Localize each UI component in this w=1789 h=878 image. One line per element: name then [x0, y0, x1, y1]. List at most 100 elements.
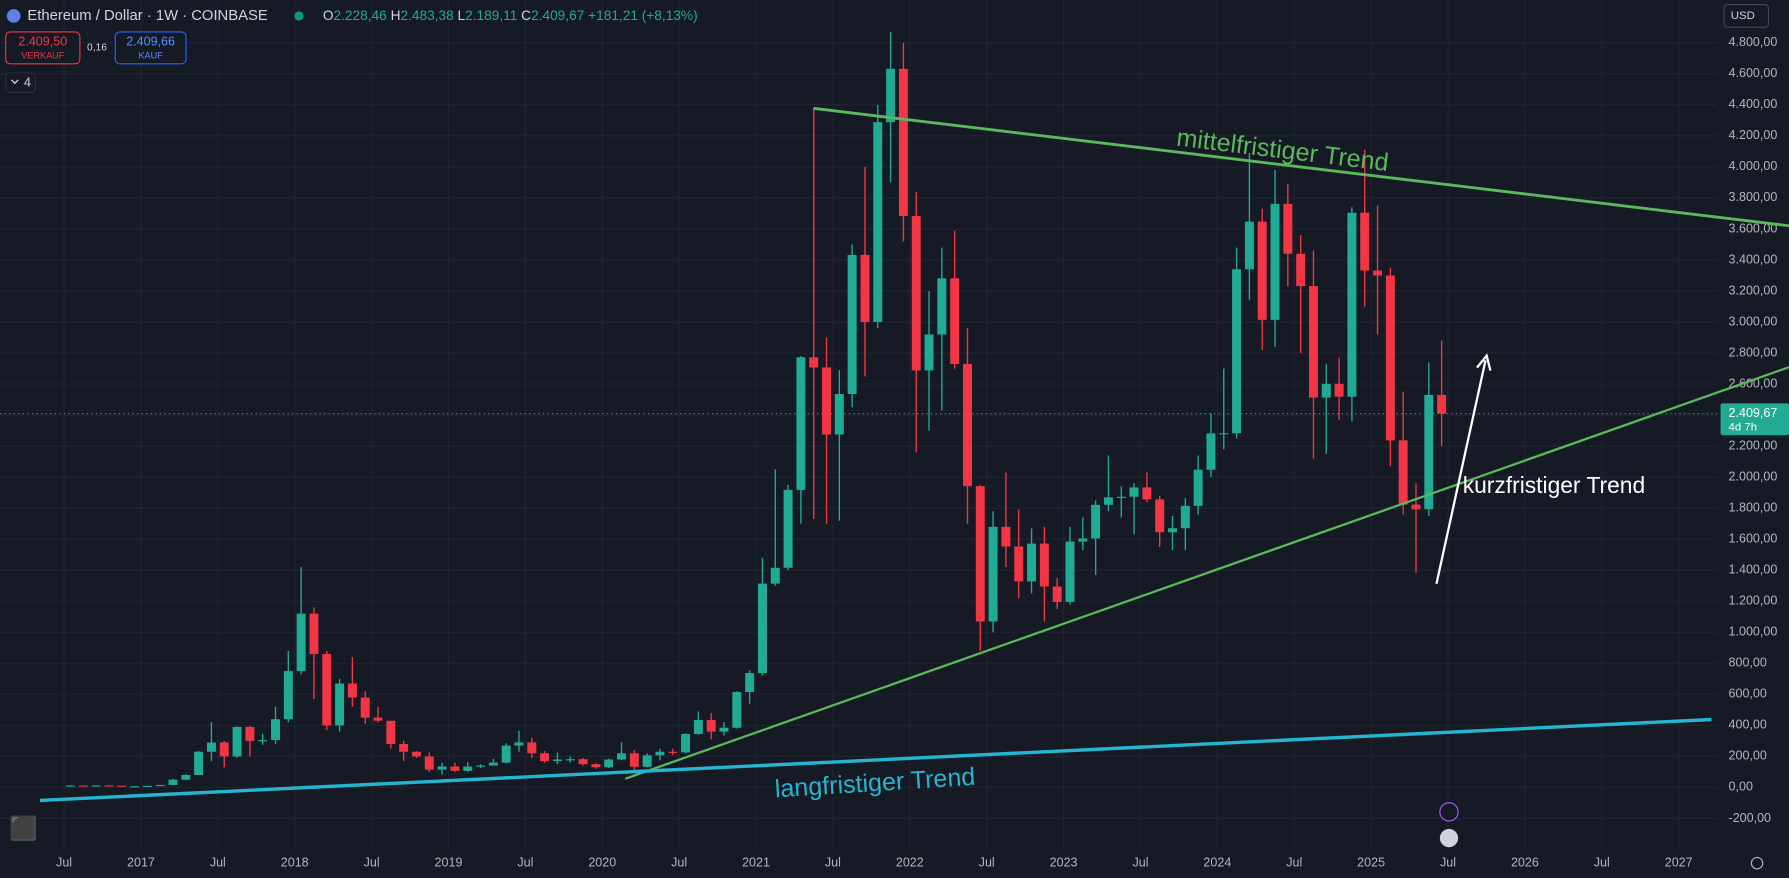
symbol-icon [6, 9, 21, 23]
x-tick-label: 2021 [742, 855, 770, 869]
candle-body [1385, 275, 1395, 441]
sell-label: VERKAUF [21, 50, 64, 60]
candle-body [796, 357, 806, 490]
y-tick-label: 0,00 [1729, 780, 1753, 794]
overlay: -200,00 0,00 200,00 400,00 600,00 800,00 1.000… [0, 35, 1789, 869]
y-tick-label: 4.200,00 [1729, 128, 1778, 142]
ohlc-value: 2.483,38 [400, 8, 454, 23]
y-tick-label: 2.200,00 [1729, 438, 1778, 452]
candle-body [693, 719, 703, 734]
ohlc-label: L [458, 8, 466, 23]
candle-body [1232, 269, 1242, 434]
candle-body [745, 673, 755, 693]
candle-body [1270, 203, 1280, 320]
indicators-toggle[interactable] [5, 72, 36, 93]
currency-button[interactable] [1723, 3, 1770, 28]
x-tick-label: 2020 [588, 855, 616, 869]
candle-body [1180, 505, 1190, 529]
x-tick-label: 2017 [127, 855, 155, 869]
sell-price: 2.409,50 [18, 35, 67, 49]
candle-body [604, 759, 614, 768]
candle-body [65, 785, 75, 787]
candle-body [309, 613, 319, 655]
candle-body [488, 762, 498, 766]
y-tick-label: 1.400,00 [1729, 563, 1778, 577]
trend-line [813, 106, 1789, 228]
x-tick-label: 2018 [281, 855, 309, 869]
candle-body [822, 367, 832, 435]
buy-button[interactable] [114, 31, 187, 65]
candle-body [271, 719, 280, 741]
candle-body [1347, 212, 1357, 397]
candle-body [1052, 586, 1062, 602]
sell-button[interactable] [5, 31, 81, 65]
x-tick-label: 2024 [1203, 855, 1231, 869]
candle-body [155, 784, 165, 787]
arrow [1435, 360, 1487, 585]
candle-body [924, 334, 934, 371]
x-tick-label: Jul [1440, 855, 1456, 869]
settings-icon[interactable] [1750, 856, 1764, 870]
candle-body [1116, 496, 1126, 498]
candle-body [873, 122, 883, 323]
annotation: kurzfristiger Trend [1463, 472, 1645, 498]
candle-body [540, 753, 550, 762]
candle-body [834, 394, 844, 435]
candle-body [1065, 541, 1075, 602]
ohlc-legend: O2.228,46 H2.483,38 L2.189,11 C2.409,67 … [323, 8, 698, 23]
candle-body [437, 766, 447, 770]
y-tick-label: 3.400,00 [1729, 252, 1778, 266]
candle-body [770, 567, 780, 584]
candle-body [1206, 433, 1216, 470]
candle-body [1424, 394, 1434, 510]
x-tick-label: Jul [364, 855, 380, 869]
candle-body [245, 726, 255, 741]
candle-body [347, 683, 357, 698]
candle-body [411, 751, 421, 757]
candle-body [1308, 286, 1318, 398]
event-icon[interactable] [1439, 802, 1459, 822]
ohlc-label: O [323, 8, 334, 23]
candle-body [552, 759, 562, 762]
candle-body [450, 766, 460, 771]
candle-body [1027, 543, 1037, 582]
candle-body [655, 751, 665, 756]
candle-body [527, 742, 537, 754]
candle-body [911, 216, 921, 371]
ohlc-value: 2.228,46 [334, 8, 387, 23]
candle-body [296, 613, 306, 672]
candle-body [91, 785, 101, 787]
y-tick-label: 1.000,00 [1729, 625, 1778, 639]
y-tick-label: 3.000,00 [1729, 314, 1778, 328]
candle-body [1091, 504, 1101, 539]
y-tick-label: 3.800,00 [1729, 190, 1778, 204]
symbol-title[interactable]: Ethereum / Dollar · 1W · COINBASE [27, 8, 268, 24]
x-tick-label: 2025 [1357, 855, 1385, 869]
candle-body [1193, 469, 1203, 506]
candle-body [142, 785, 152, 788]
market-status [294, 11, 304, 21]
candle-body [194, 751, 204, 776]
candle-body [617, 753, 626, 760]
x-tick-label: Jul [1286, 855, 1302, 869]
x-tick-label: 2019 [435, 855, 463, 869]
trend-line [39, 717, 1712, 803]
buy-price: 2.409,66 [126, 35, 175, 49]
flag-icon[interactable] [1439, 828, 1459, 848]
candle-body [1219, 433, 1229, 435]
candle-body [1168, 528, 1177, 533]
candle-body [847, 254, 857, 395]
y-tick-label: 600,00 [1729, 687, 1767, 701]
candle-body [886, 68, 896, 123]
candle-body [642, 755, 652, 767]
x-tick-label: 2023 [1050, 855, 1078, 869]
candle-body [1155, 499, 1165, 533]
candle-body [1321, 383, 1331, 398]
x-tick-label: Jul [1132, 855, 1148, 869]
y-tick-label: 2.000,00 [1729, 469, 1778, 483]
candle-body [1360, 212, 1370, 271]
ohlc-label: H [391, 8, 401, 23]
candle-body [1001, 526, 1011, 547]
